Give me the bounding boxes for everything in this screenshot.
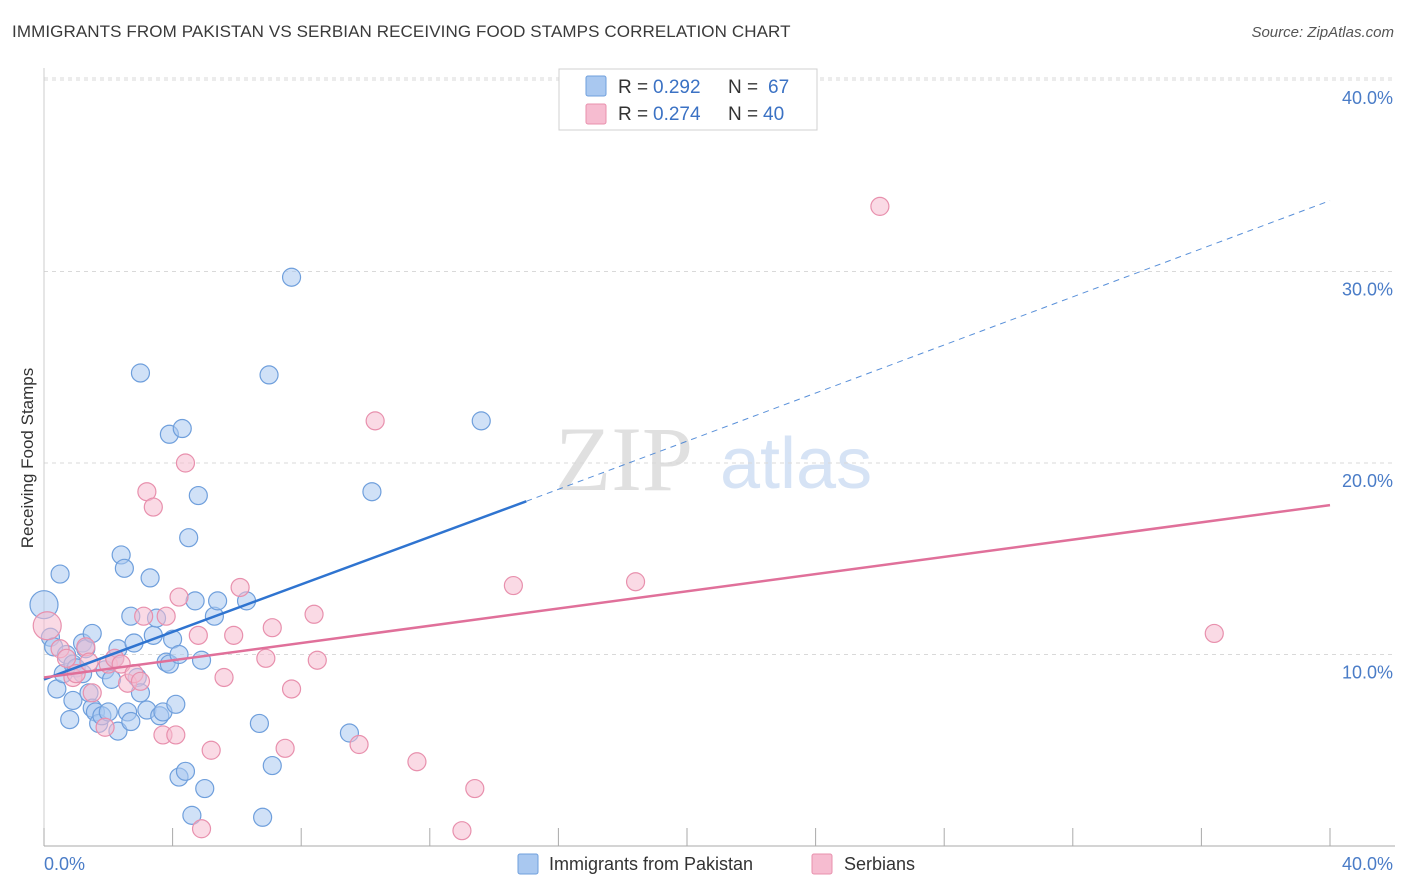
y-tick-label: 30.0% <box>1342 280 1393 300</box>
y-axis-title: Receiving Food Stamps <box>18 368 37 548</box>
trend-lines <box>43 200 1331 681</box>
legend-r-value-blue: 0.292 <box>653 77 701 98</box>
point-serbian <box>465 778 485 799</box>
point-pakistan <box>182 805 202 825</box>
point-pakistan <box>259 365 279 385</box>
point-serbian <box>191 819 212 839</box>
point-serbian <box>32 611 62 641</box>
source-label: Source: ZipAtlas.com <box>1251 24 1394 41</box>
y-tick-label: 40.0% <box>1342 88 1393 108</box>
chart-title: IMMIGRANTS FROM PAKISTAN VS SERBIAN RECE… <box>12 22 791 41</box>
point-pakistan <box>63 690 83 711</box>
point-pakistan <box>114 558 134 578</box>
legend-n-value-pink: 40 <box>763 104 784 125</box>
point-pakistan <box>195 778 215 799</box>
point-serbian <box>201 740 221 760</box>
point-pakistan <box>362 482 382 502</box>
bottom-legend-label-blue: Immigrants from Pakistan <box>549 854 753 874</box>
point-pakistan <box>471 411 491 431</box>
legend: R = 0.292 N = 67 R = 0.274 N = 40 <box>558 68 818 131</box>
point-serbian <box>130 671 151 691</box>
point-serbian <box>134 606 154 626</box>
point-serbian <box>304 604 324 624</box>
legend-r-label-pink: R = <box>618 104 648 125</box>
point-pakistan <box>121 711 141 732</box>
point-serbian <box>407 752 427 772</box>
legend-n-label-blue: N = <box>728 77 758 98</box>
y-tick-label: 20.0% <box>1342 471 1393 491</box>
trend-line-pakistan <box>43 500 527 681</box>
point-serbian <box>256 648 276 668</box>
point-serbian <box>365 411 385 431</box>
point-pakistan <box>208 591 228 611</box>
y-tick-labels: 10.0% 20.0% 30.0% 40.0% <box>1342 88 1393 683</box>
point-pakistan <box>50 564 70 584</box>
point-pakistan <box>188 485 208 506</box>
point-serbian <box>503 575 523 596</box>
point-serbian <box>275 738 295 758</box>
legend-swatch-blue <box>585 75 607 97</box>
point-serbian <box>214 667 234 688</box>
watermark-zip: ZIP <box>555 408 693 510</box>
x-tick-labels: 0.0% 40.0% <box>44 854 1393 874</box>
point-serbian <box>82 683 102 703</box>
watermark-atlas: atlas <box>720 424 872 504</box>
grid-lines <box>44 77 1395 655</box>
trend-line-serbian <box>43 503 1331 679</box>
point-serbian <box>870 196 890 216</box>
trend-line-pakistan-extension <box>526 200 1331 502</box>
point-pakistan <box>130 363 151 383</box>
bottom-legend-swatch-pink <box>811 853 833 875</box>
bottom-legend-label-pink: Serbians <box>844 854 915 874</box>
point-pakistan <box>281 267 302 287</box>
point-serbian <box>625 572 646 592</box>
legend-n-value-blue: 67 <box>768 77 789 98</box>
point-pakistan <box>179 528 199 548</box>
x-tick-label-min: 0.0% <box>44 854 85 874</box>
point-serbian <box>1204 623 1224 644</box>
point-pakistan <box>191 650 212 670</box>
legend-r-label-blue: R = <box>618 77 648 98</box>
bottom-legend-swatch-blue <box>517 853 539 875</box>
legend-n-label-pink: N = <box>728 104 758 125</box>
point-serbian <box>230 577 250 598</box>
legend-swatch-pink <box>585 103 607 125</box>
point-serbian <box>281 679 302 699</box>
point-serbian <box>95 717 115 737</box>
point-serbian <box>166 725 186 745</box>
axes <box>43 68 1395 847</box>
point-serbian <box>452 821 472 841</box>
point-serbian <box>224 625 244 645</box>
point-serbian <box>156 606 176 626</box>
point-serbian <box>349 734 369 755</box>
point-serbian <box>188 625 208 645</box>
point-pakistan <box>253 807 273 827</box>
point-pakistan <box>175 761 196 781</box>
point-pakistan <box>249 713 270 734</box>
point-pakistan <box>60 710 80 730</box>
data-points <box>29 196 1224 841</box>
point-serbian <box>56 648 77 668</box>
point-pakistan <box>185 591 205 611</box>
x-tick-label-max: 40.0% <box>1342 854 1393 874</box>
point-serbian <box>262 618 282 638</box>
point-serbian <box>169 587 189 607</box>
point-serbian <box>143 497 163 517</box>
point-pakistan <box>140 568 160 588</box>
point-pakistan <box>262 755 282 776</box>
point-pakistan <box>166 694 186 714</box>
point-pakistan <box>172 418 192 439</box>
point-serbian <box>175 453 196 473</box>
point-serbian <box>307 650 327 670</box>
y-tick-label: 10.0% <box>1342 663 1393 683</box>
bottom-legend: Immigrants from Pakistan Serbians <box>517 853 915 875</box>
legend-r-value-pink: 0.274 <box>653 104 701 125</box>
